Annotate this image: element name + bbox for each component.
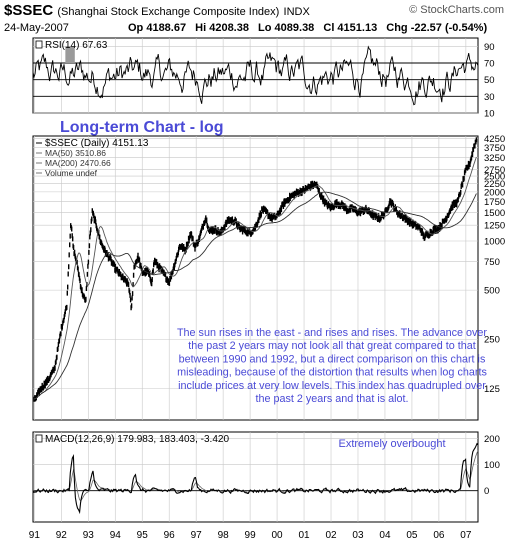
exchange-label: INDX [283, 6, 310, 18]
price-tick-label: 500 [484, 286, 500, 297]
price-tick-label: 250 [484, 335, 500, 346]
rsi-overbought-fill [65, 46, 75, 63]
price-tick-label: 1250 [484, 221, 505, 232]
rsi-tick-label: 90 [484, 42, 495, 53]
price-tick-label: 2250 [484, 179, 505, 190]
quote-line: Op 4188.67 Hi 4208.38 Lo 4089.38 Cl 4151… [128, 22, 493, 34]
rsi-tick-label: 70 [484, 59, 495, 70]
price-legend-label: MA(50) 3510.86 [45, 148, 106, 158]
chart-annotation-line: the past 2 years may not look all that g… [188, 340, 475, 352]
price-tick-label: 2000 [484, 187, 505, 198]
brand-watermark: © StockCharts.com [409, 4, 504, 16]
chart-symbol-header: $SSEC (Shanghai Stock Exchange Composite… [4, 2, 310, 19]
chart-annotation-line: The sun rises in the east - and rises an… [177, 327, 487, 339]
x-tick-label: 92 [56, 530, 68, 541]
macd-line [32, 442, 479, 515]
chart-annotation-line: the past 2 years and that is alot. [255, 393, 408, 405]
price-tick-label: 3250 [484, 153, 505, 164]
rsi-legend-label: RSI(14) 67.63 [45, 40, 108, 51]
chart-annotation-paragraph: The sun rises in the east - and rises an… [177, 327, 487, 405]
x-tick-label: 96 [164, 530, 176, 541]
x-tick-label: 01 [298, 530, 310, 541]
price-tick-label: 3750 [484, 143, 505, 154]
x-tick-label: 98 [218, 530, 230, 541]
chart-date: 24-May-2007 [4, 22, 69, 34]
close-value: Cl 4151.13 [323, 22, 378, 34]
rsi-legend-swatch [35, 40, 43, 49]
x-tick-label: 91 [29, 530, 41, 541]
rsi-tick-label: 10 [484, 109, 495, 120]
x-tick-label: 95 [137, 530, 149, 541]
price-tick-label: 1750 [484, 197, 505, 208]
high-value: Hi 4208.38 [195, 22, 249, 34]
macd-tick-label: 200 [484, 434, 500, 445]
x-tick-label: 06 [433, 530, 445, 541]
rsi-tick-label: 30 [484, 92, 495, 103]
price-tick-label: 125 [484, 384, 500, 395]
symbol-label: $SSEC [4, 2, 54, 19]
price-legend-label: Volume undef [45, 168, 98, 178]
macd-tick-label: 0 [484, 486, 489, 497]
ma200-line [33, 191, 477, 400]
x-tick-label: 05 [406, 530, 418, 541]
x-tick-label: 04 [379, 530, 391, 541]
chart-annotation-line: between 1990 and 1992, but a direct comp… [179, 353, 486, 365]
price-tick-label: 750 [484, 257, 500, 268]
open-value: Op 4188.67 [128, 22, 187, 34]
price-legend-label: MA(200) 2470.66 [45, 158, 111, 168]
x-tick-label: 02 [325, 530, 337, 541]
x-tick-label: 00 [272, 530, 284, 541]
price-tick-label: 1000 [484, 237, 505, 248]
macd-legend-swatch [35, 434, 43, 443]
change-value: Chg -22.57 (-0.54%) [386, 22, 488, 34]
chart-annotation-line: include prices at very low levels. This … [178, 380, 486, 392]
price-tick-label: 4250 [484, 134, 505, 145]
price-tick-label: 2750 [484, 165, 505, 176]
x-tick-label: 03 [352, 530, 364, 541]
macd-tick-label: 100 [484, 460, 500, 471]
price-legend-label: $SSEC (Daily) 4151.13 [45, 138, 149, 149]
low-value: Lo 4089.38 [258, 22, 315, 34]
x-tick-label: 07 [460, 530, 472, 541]
rsi-line [32, 45, 479, 106]
x-tick-label: 97 [191, 530, 203, 541]
chart-annotation-title: Long-term Chart - log [60, 119, 224, 136]
x-tick-label: 94 [110, 530, 122, 541]
macd-legend-label: MACD(12,26,9) 179.983, 183.403, -3.420 [45, 434, 229, 445]
rsi-tick-label: 50 [484, 75, 495, 86]
index-name: (Shanghai Stock Exchange Composite Index… [57, 6, 280, 18]
chart-annotation-line: misleading, because of the distortion th… [177, 367, 487, 379]
x-tick-label: 93 [83, 530, 95, 541]
x-tick-label: 99 [245, 530, 257, 541]
price-tick-label: 1500 [484, 208, 505, 219]
macd-annotation: Extremely overbought [339, 438, 446, 450]
price-tick-label: 2500 [484, 172, 505, 183]
ma50-line [33, 156, 477, 400]
macd-panel-frame [32, 431, 479, 523]
